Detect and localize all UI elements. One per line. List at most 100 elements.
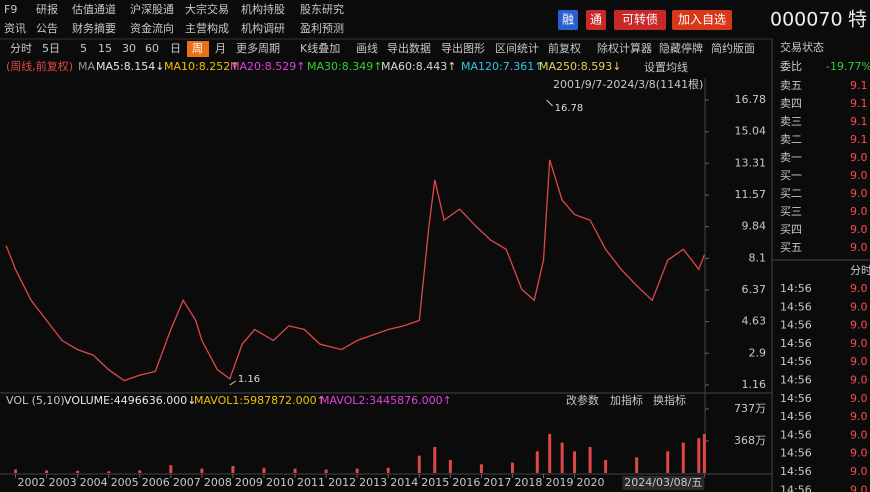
volume-bar: [262, 467, 266, 473]
top-tab[interactable]: 财务摘要: [72, 21, 116, 35]
top-tab[interactable]: 机构持股: [241, 2, 285, 16]
y-tick-label: 9.84: [742, 220, 767, 233]
toolbar-item[interactable]: 5日: [42, 42, 60, 55]
toolbar-item[interactable]: 15: [98, 42, 112, 55]
volume-bar: [697, 438, 701, 473]
toolbar-item[interactable]: 更多周期: [236, 41, 280, 55]
header-button-label[interactable]: 融: [562, 13, 574, 27]
x-tick-label: 2017: [483, 476, 511, 489]
annotation-label: 16.78: [555, 103, 584, 114]
top-tab[interactable]: 公告: [36, 22, 58, 35]
trade-price: 9.0: [850, 465, 868, 478]
toolbar-active: [187, 41, 209, 57]
header-button[interactable]: [586, 10, 606, 30]
ma-legend: MA60:8.443↑: [381, 60, 456, 73]
legend-ma: MA: [78, 60, 95, 73]
top-tab[interactable]: 股东研究: [300, 2, 344, 16]
header-button[interactable]: [672, 10, 732, 30]
annotation-arrow: [546, 99, 553, 107]
top-tab[interactable]: 研报: [36, 2, 58, 16]
toolbar-item[interactable]: 周: [192, 42, 203, 55]
top-tab[interactable]: 机构调研: [241, 21, 285, 35]
top-tab[interactable]: 盈利预测: [300, 22, 344, 35]
trades-title: 分时: [850, 264, 870, 277]
y-tick-label: 737万: [734, 402, 766, 415]
trade-time: 14:56: [780, 392, 812, 405]
top-tab[interactable]: 沪深股通: [130, 2, 174, 16]
top-tab[interactable]: 资讯: [4, 22, 26, 35]
toolbar-item[interactable]: 分时: [10, 42, 32, 55]
header-button-label[interactable]: 可转债: [622, 12, 658, 27]
ma-settings[interactable]: 设置均线: [644, 60, 688, 74]
volume-bar: [510, 462, 514, 473]
top-tab[interactable]: 估值通道: [72, 2, 116, 16]
x-tick-label: 2006: [142, 476, 170, 489]
volume-bar: [681, 442, 685, 473]
volume-bar: [76, 470, 80, 473]
order-level: 买四: [780, 223, 802, 236]
volume-legend: MAVOL2:3445876.000↑: [320, 394, 452, 407]
x-tick-label: 2008: [204, 476, 232, 489]
volume-bar: [588, 446, 592, 473]
volume-bar: [324, 469, 328, 473]
trade-price: 9.0: [850, 447, 868, 460]
y-tick-label: 8.1: [749, 251, 767, 264]
order-level: 买一: [780, 169, 802, 182]
volume-bar: [448, 459, 452, 473]
header-button[interactable]: [614, 10, 666, 30]
order-price: 9.1: [850, 115, 868, 128]
trade-price: 9.0: [850, 319, 868, 332]
ma-legend: MA20:8.529↑: [230, 60, 305, 73]
x-tick-label: 2013: [359, 476, 387, 489]
volume-bar: [231, 466, 235, 473]
toolbar-item[interactable]: 简约版面: [711, 41, 755, 55]
toolbar-item[interactable]: 5: [80, 42, 87, 55]
ma-legend: MA30:8.349↑: [307, 60, 382, 73]
indicator-button[interactable]: 加指标: [610, 393, 643, 407]
top-tab[interactable]: 大宗交易: [185, 2, 229, 16]
legend-mode: (周线,前复权): [6, 59, 73, 73]
toolbar-item[interactable]: 导出图形: [441, 41, 485, 55]
volume-bar: [573, 451, 577, 473]
toolbar-item[interactable]: 60: [145, 42, 159, 55]
annotation-arrow: [229, 380, 237, 386]
ma-legend: MA120:7.361↑: [461, 60, 543, 73]
toolbar-item[interactable]: 导出数据: [387, 41, 431, 55]
toolbar-item[interactable]: 前复权: [548, 41, 581, 55]
toolbar-item[interactable]: 30: [122, 42, 136, 55]
volume-bar: [293, 468, 297, 473]
stock-code: 000070: [770, 9, 843, 31]
top-tab[interactable]: 资金流向: [130, 21, 174, 35]
trade-price: 9.0: [850, 282, 868, 295]
top-tab[interactable]: F9: [4, 3, 17, 16]
trade-price: 9.0: [850, 428, 868, 441]
indicator-button[interactable]: 换指标: [653, 393, 686, 407]
toolbar-item[interactable]: 区间统计: [495, 42, 539, 55]
indicator-button[interactable]: 改参数: [566, 393, 599, 407]
volume-bar: [548, 433, 552, 473]
volume-bar: [560, 442, 564, 473]
toolbar-item[interactable]: K线叠加: [300, 41, 340, 55]
volume-bar: [138, 470, 142, 473]
toolbar-item[interactable]: 除权计算器: [597, 41, 652, 55]
stock-name: 特: [848, 9, 867, 31]
top-tab[interactable]: 主营构成: [185, 21, 229, 35]
header-button[interactable]: [558, 10, 578, 30]
volume-bar: [417, 455, 421, 473]
x-tick-label: 2012: [328, 476, 356, 489]
volume-bar: [666, 451, 670, 473]
header-button-label[interactable]: 通: [590, 13, 602, 27]
toolbar-item[interactable]: 日: [170, 42, 181, 55]
toolbar-item[interactable]: 月: [215, 42, 226, 55]
toolbar-item[interactable]: 隐藏停牌: [659, 41, 703, 55]
order-level: 买三: [780, 205, 802, 218]
volume-bar: [355, 468, 359, 473]
ma-legend: MA5:8.154↓: [96, 60, 164, 73]
toolbar-item[interactable]: 画线: [356, 41, 378, 55]
x-tick-label: 2014: [390, 476, 418, 489]
x-tick-label: 2016: [452, 476, 480, 489]
header-button-label[interactable]: 加入自选: [678, 13, 726, 27]
y-tick-label: 15.04: [735, 125, 767, 138]
y-tick-label: 1.16: [742, 378, 767, 391]
